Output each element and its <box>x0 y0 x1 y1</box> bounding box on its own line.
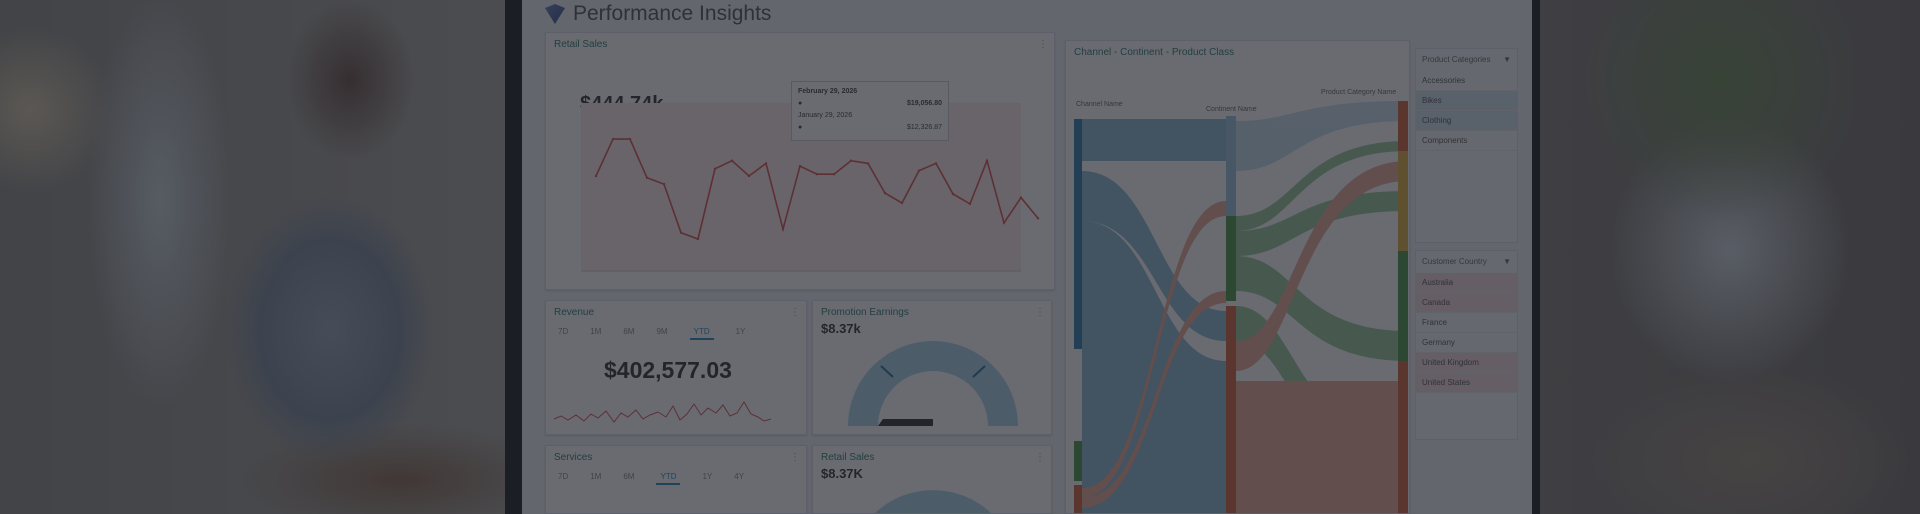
data-point[interactable] <box>917 169 921 172</box>
legend-dot-icon: ● <box>798 124 803 131</box>
filter-item-canada[interactable]: Canada <box>1416 293 1517 313</box>
customer-country-filter: Customer Country ▼ Australia Canada Franc… <box>1415 250 1518 440</box>
promotion-earnings-card: Promotion Earnings ⋮ $8.37k <box>812 300 1052 435</box>
product-categories-filter: Product Categories ▼ Accessories Bikes Cl… <box>1415 48 1518 243</box>
filter-item-clothing[interactable]: Clothing <box>1416 111 1517 131</box>
more-menu-icon[interactable]: ⋮ <box>790 452 800 463</box>
tooltip-date: January 29, 2026 <box>798 112 853 119</box>
legend-dot-icon: ● <box>798 100 803 107</box>
data-point[interactable] <box>815 173 819 176</box>
filter-item-australia[interactable]: Australia <box>1416 273 1517 293</box>
sankey-node[interactable] <box>1398 101 1408 151</box>
tab-1y[interactable]: 1Y <box>702 472 713 481</box>
data-point[interactable] <box>951 192 955 196</box>
retail-sales-gauge-card: Retail Sales ⋮ $8.37K <box>812 445 1052 514</box>
data-point[interactable] <box>883 191 887 195</box>
data-point[interactable] <box>662 182 666 186</box>
sankey-card: Channel - Continent - Product Class Chan… <box>1065 40 1410 514</box>
data-point[interactable] <box>1019 196 1023 199</box>
sankey-node[interactable] <box>1226 216 1236 301</box>
data-point[interactable] <box>849 159 853 162</box>
revenue-sparkline <box>553 401 772 423</box>
tooltip-date: February 29, 2026 <box>798 88 858 95</box>
data-point[interactable] <box>764 162 768 165</box>
promotion-gauge <box>848 341 1018 426</box>
data-point[interactable] <box>611 137 615 141</box>
tab-ytd[interactable]: YTD <box>656 472 681 485</box>
sankey-node[interactable] <box>1226 116 1236 216</box>
revenue-card: Revenue ⋮ 7D 1M 6M 9M YTD 1Y $402,577.03 <box>545 300 807 435</box>
filter-item-bikes[interactable]: Bikes <box>1416 91 1517 111</box>
period-tabs: 7D 1M 6M YTD 1Y 4Y <box>558 472 744 485</box>
retail-sales-card: Retail Sales ⋮ $444.74k February 29, 202… <box>545 32 1055 290</box>
tooltip-value: $12,326.87 <box>906 124 942 131</box>
filter-item-components[interactable]: Components <box>1416 131 1517 151</box>
filter-item-united-kingdom[interactable]: United Kingdom <box>1416 353 1517 373</box>
data-point[interactable] <box>968 202 972 206</box>
sankey-node[interactable] <box>1398 251 1408 361</box>
tooltip-value: $19,056.80 <box>906 100 942 107</box>
data-point[interactable] <box>985 159 989 162</box>
data-point[interactable] <box>832 173 836 176</box>
retail-sales-gauge <box>875 490 991 513</box>
sankey-node[interactable] <box>1226 306 1236 513</box>
data-point[interactable] <box>747 174 751 178</box>
data-point[interactable] <box>934 162 938 165</box>
chart-tooltip: February 29, 2026 ● $19,056.80 January 29… <box>791 81 949 141</box>
filter-title: Customer Country <box>1422 257 1487 266</box>
filter-title: Product Categories <box>1422 55 1491 64</box>
data-point[interactable] <box>1002 221 1006 224</box>
logo-icon <box>545 4 565 24</box>
sankey-node[interactable] <box>1074 119 1082 349</box>
filter-item-germany[interactable]: Germany <box>1416 333 1517 353</box>
sankey-node[interactable] <box>1398 151 1408 251</box>
data-point[interactable] <box>713 167 717 170</box>
data-point[interactable] <box>696 237 700 241</box>
data-point[interactable] <box>730 159 734 162</box>
data-point[interactable] <box>679 231 683 234</box>
sankey-node[interactable] <box>1074 485 1082 513</box>
filter-item-france[interactable]: France <box>1416 313 1517 333</box>
filter-item-accessories[interactable]: Accessories <box>1416 71 1517 91</box>
sankey-node[interactable] <box>1074 441 1082 481</box>
data-point[interactable] <box>628 137 632 141</box>
retail-sales-line-chart <box>581 103 1040 272</box>
data-point[interactable] <box>645 176 649 179</box>
data-point[interactable] <box>1036 217 1040 220</box>
filter-icon[interactable]: ▼ <box>1503 55 1511 64</box>
page-title: Performance Insights <box>573 2 772 25</box>
data-point[interactable] <box>900 201 904 205</box>
tab-4y[interactable]: 4Y <box>734 472 745 481</box>
filter-item-united-states[interactable]: United States <box>1416 373 1517 393</box>
dashboard-screen: Performance Insights Retail Sales ⋮ $444… <box>522 0 1532 514</box>
tab-1m[interactable]: 1M <box>590 472 602 481</box>
app-header: Performance Insights <box>545 2 771 26</box>
tab-6m[interactable]: 6M <box>623 472 635 481</box>
card-title: Services <box>554 452 593 463</box>
data-point[interactable] <box>594 174 598 178</box>
tab-7d[interactable]: 7D <box>558 472 569 481</box>
sankey-diagram <box>1074 101 1408 513</box>
data-point[interactable] <box>781 227 785 231</box>
data-point[interactable] <box>798 164 802 168</box>
gauge-needle <box>878 419 933 426</box>
data-point[interactable] <box>866 162 870 165</box>
services-card: Services ⋮ 7D 1M 6M YTD 1Y 4Y <box>545 445 807 514</box>
sankey-node[interactable] <box>1398 361 1408 513</box>
filter-icon[interactable]: ▼ <box>1503 257 1511 266</box>
